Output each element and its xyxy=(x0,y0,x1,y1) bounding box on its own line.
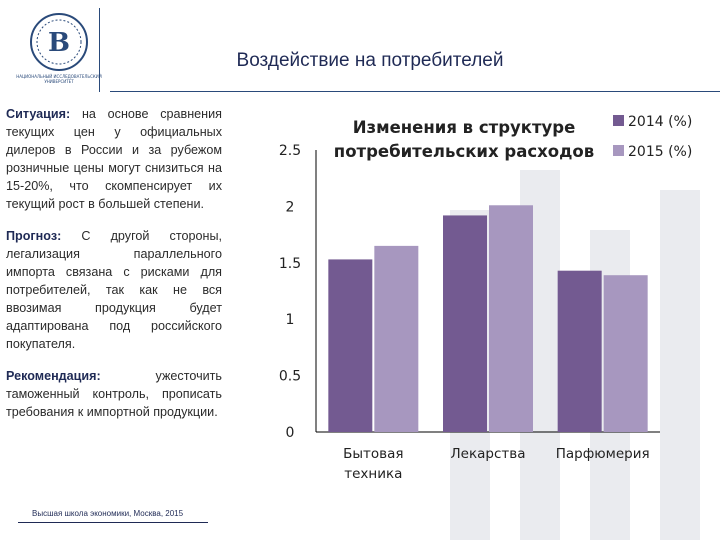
text-column: Ситуация: на основе сравнения текущих це… xyxy=(6,105,222,435)
y-tick-label: 1 xyxy=(286,312,295,328)
bar-2015 xyxy=(374,245,419,432)
situation-body: на основе сравнения текущих цен у официа… xyxy=(6,107,222,211)
title-rule xyxy=(110,91,720,92)
y-tick-label: 0.5 xyxy=(279,369,301,385)
footer: Высшая школа экономики, Москва, 2015 xyxy=(18,502,208,523)
situation-label: Ситуация: xyxy=(6,107,71,121)
y-tick-label: 2.5 xyxy=(279,143,301,159)
legend-label: 2015 (%) xyxy=(628,144,692,160)
x-tick-label: Лекарства xyxy=(451,446,526,462)
bar-chart: 0 0.5 1 1.5 2 2.5 Бытовая техника Лекарства Парфю… xyxy=(279,114,692,482)
bar-2014 xyxy=(557,270,602,432)
header-divider xyxy=(99,8,100,92)
x-tick-label: техника xyxy=(344,466,402,482)
recommendation-label: Рекомендация: xyxy=(6,369,101,383)
bar-2015 xyxy=(603,275,648,432)
page-title: Воздействие на потребителей xyxy=(236,50,504,71)
recommendation-paragraph: Рекомендация: ужесточить таможенный конт… xyxy=(6,367,222,421)
svg-text:В: В xyxy=(48,28,70,58)
recommendation-body: ужесточить таможенный контроль, прописат… xyxy=(6,369,222,419)
y-tick-label: 1.5 xyxy=(279,256,301,272)
bar-2014 xyxy=(443,215,487,432)
legend-label: 2014 (%) xyxy=(628,114,692,130)
chart-title: потребительских расходов xyxy=(334,142,594,161)
y-tick-label: 2 xyxy=(286,199,295,215)
footer-text: Высшая школа экономики, Москва, 2015 xyxy=(32,509,184,518)
bar-2014 xyxy=(328,259,373,432)
x-tick-label: Бытовая xyxy=(343,446,403,462)
legend-swatch-2015 xyxy=(613,145,624,156)
header xyxy=(0,0,720,92)
logo-caption: НАЦИОНАЛЬНЫЙ ИССЛЕДОВАТЕЛЬСКИЙ УНИВЕРСИТ… xyxy=(16,74,102,84)
forecast-paragraph: Прогноз: С другой стороны, легализация п… xyxy=(6,227,222,353)
chart-title: Изменения в структуре xyxy=(353,118,576,137)
y-tick-label: 0 xyxy=(286,425,295,441)
forecast-label: Прогноз: xyxy=(6,229,62,243)
hse-logo-icon: В xyxy=(30,13,88,71)
x-tick-label: Парфюмерия xyxy=(556,446,650,462)
bar-2015 xyxy=(489,205,533,432)
situation-paragraph: Ситуация: на основе сравнения текущих це… xyxy=(6,105,222,213)
forecast-body: С другой стороны, легализация параллельн… xyxy=(6,229,222,351)
legend-swatch-2014 xyxy=(613,115,624,126)
